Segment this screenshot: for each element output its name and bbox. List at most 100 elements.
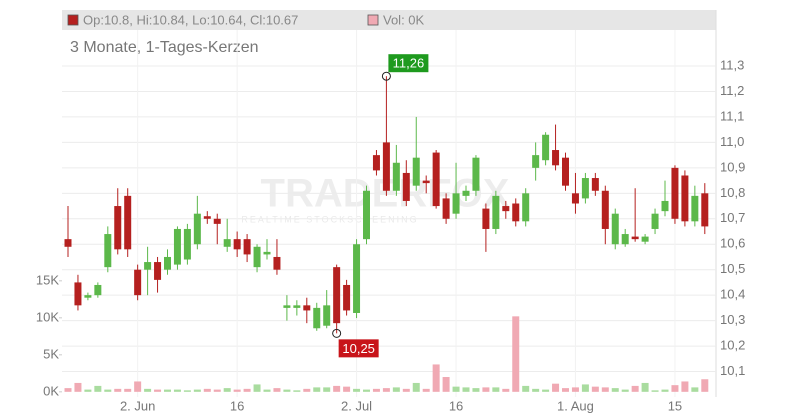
volume-bar xyxy=(502,388,510,392)
candle-body xyxy=(442,198,450,219)
volume-bar xyxy=(701,379,709,392)
candle-body xyxy=(313,307,321,329)
volume-bar xyxy=(512,316,520,392)
low_label-marker xyxy=(332,328,342,338)
candle-body xyxy=(64,239,72,247)
y-tick-label: 11,2 xyxy=(720,83,744,98)
candle-body xyxy=(203,216,211,219)
candle-body xyxy=(532,155,540,168)
candle-body xyxy=(114,206,122,250)
y2-tick-label: 0K xyxy=(43,383,59,398)
volume-bar xyxy=(104,389,112,392)
candle-body xyxy=(681,175,689,222)
label-layer: 10,1 10,2 10,3 10,4 10,5 10,6 10,7 10,8 10,9 11,0… xyxy=(36,54,745,413)
volume-bar xyxy=(243,388,251,392)
volume-bar xyxy=(283,389,291,392)
candle-body xyxy=(462,190,470,196)
volume-bar xyxy=(442,377,450,392)
volume-bar xyxy=(552,383,560,392)
high_label-marker xyxy=(381,71,391,81)
candle-body xyxy=(432,152,440,207)
y-tick-label: 10,6 xyxy=(720,236,745,251)
candle-body xyxy=(223,239,231,247)
candle-body xyxy=(701,193,709,227)
y-tick-label: 11,0 xyxy=(720,134,744,149)
volume-bar xyxy=(621,389,629,392)
volume-legend-swatch xyxy=(367,14,379,26)
volume-bar xyxy=(253,384,261,392)
candle-body xyxy=(591,178,599,191)
volume-bar xyxy=(571,387,579,392)
candle-body xyxy=(94,284,102,296)
candle-body xyxy=(522,193,530,222)
candle-body xyxy=(611,213,619,245)
candle-body xyxy=(422,180,430,184)
ohlc-legend: Op:10.8, Hi:10.84, Lo:10.64, Cl:10.67 xyxy=(83,12,298,27)
candle-body xyxy=(472,157,480,191)
y-tick-label: 10,5 xyxy=(720,261,745,276)
volume-bar xyxy=(84,389,92,392)
ohlc-legend-swatch xyxy=(67,14,79,26)
volume-bar xyxy=(661,389,669,392)
candle-body xyxy=(164,256,171,270)
volume-bar xyxy=(611,388,619,392)
y-tick-label: 10,4 xyxy=(720,287,745,302)
candle-body xyxy=(144,262,152,270)
volume-bar xyxy=(392,387,400,392)
volume-bar xyxy=(64,388,72,392)
volume-bar xyxy=(671,385,679,392)
volume-bar xyxy=(462,387,470,392)
volume-bar xyxy=(631,385,639,392)
volume-bar xyxy=(213,389,221,392)
candle-body xyxy=(452,193,460,214)
volume-bar xyxy=(422,388,430,392)
candle-body xyxy=(283,305,291,308)
candle-body xyxy=(581,178,589,199)
candle-body xyxy=(502,206,510,212)
low_label-text: 10,25 xyxy=(342,341,375,356)
candle-body xyxy=(571,193,579,204)
y-tick-label: 11,3 xyxy=(720,57,744,72)
watermark-tagline: REALTIME STOCKSCREENING xyxy=(241,214,418,224)
high_label-text: 11,26 xyxy=(393,56,425,71)
volume-bar xyxy=(144,388,152,392)
volume-bar xyxy=(591,386,599,392)
candle-body xyxy=(213,218,221,224)
candle-body xyxy=(303,305,311,311)
candle-body xyxy=(253,246,261,268)
volume-bar xyxy=(124,388,132,392)
subtitle: 3 Monate, 1-Tages-Kerzen xyxy=(70,39,259,56)
volume-legend: Vol: 0K xyxy=(383,12,425,27)
candle-body xyxy=(183,228,191,260)
candle-body xyxy=(661,200,669,212)
volume-bar xyxy=(581,384,589,392)
volume-bar xyxy=(651,390,659,392)
legend-band xyxy=(62,10,716,30)
volume-bar xyxy=(691,387,699,392)
candle-body xyxy=(621,234,629,245)
volume-bar xyxy=(522,385,530,392)
candle-body xyxy=(363,190,370,240)
candle-body xyxy=(343,284,351,311)
volume-bar xyxy=(542,389,550,392)
x-tick-label: 16 xyxy=(449,398,463,413)
y-tick-label: 10,7 xyxy=(720,210,745,225)
candle-body xyxy=(542,134,550,161)
low_label-box xyxy=(338,339,379,358)
candle-body xyxy=(124,195,132,250)
candle-body xyxy=(492,195,500,229)
volume-bar xyxy=(641,382,649,392)
volume-bar xyxy=(193,389,201,392)
y-tick-label: 10,9 xyxy=(720,159,745,174)
volume-bar xyxy=(94,385,102,392)
volume-bar xyxy=(74,382,82,392)
volume-bar xyxy=(233,389,241,392)
volume-bar xyxy=(452,386,460,392)
volume-bar xyxy=(134,381,142,392)
x-tick-label: 2. Jul xyxy=(341,398,372,413)
volume-bar xyxy=(323,387,331,392)
volume-bar xyxy=(601,387,609,392)
volume-bar xyxy=(223,388,231,392)
